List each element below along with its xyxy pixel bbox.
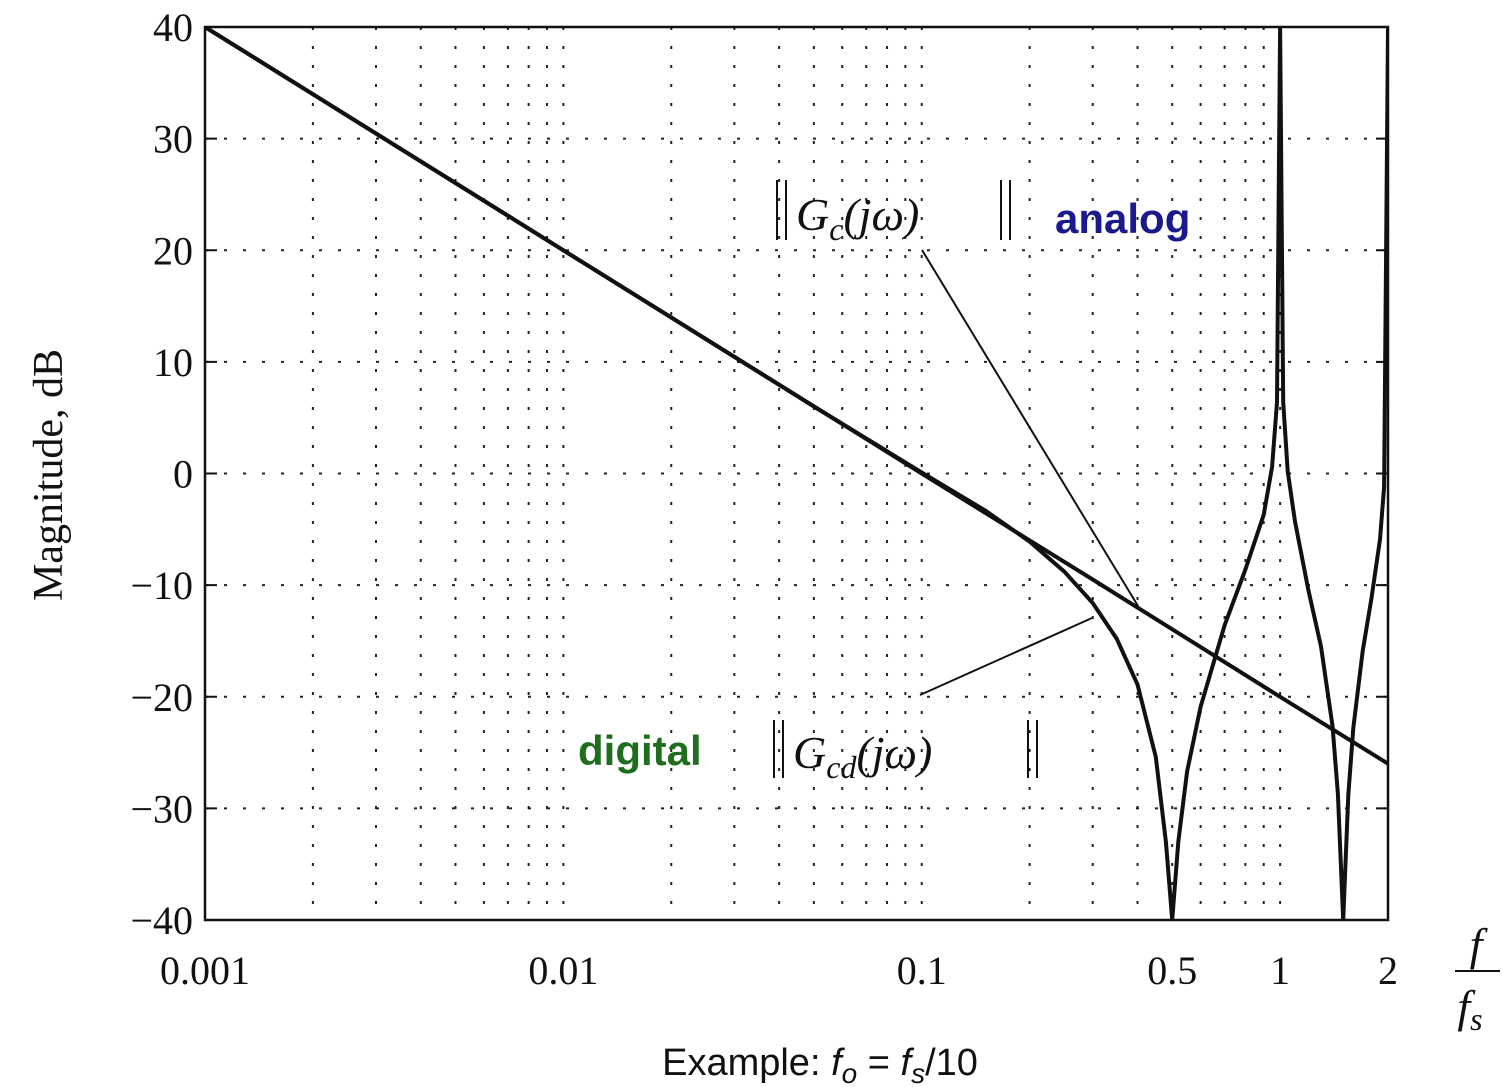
chart-caption: Example: fo = fs/10	[662, 1042, 978, 1087]
x-tick-label: 0.5	[1147, 948, 1197, 993]
y-axis-label: Magnitude, dB	[26, 349, 72, 601]
x-tick-label: 2	[1378, 948, 1398, 993]
y-tick-label: −40	[130, 898, 193, 943]
x-tick-label: 1	[1270, 948, 1290, 993]
digital-expression: Gcd(jω)	[793, 727, 932, 785]
analog-tag: analog	[1055, 195, 1190, 242]
x-axis-label-denominator: fs	[1457, 981, 1482, 1037]
digital-tag: digital	[578, 727, 702, 774]
plot-frame	[203, 25, 1390, 922]
y-tick-label: −30	[130, 786, 193, 831]
analog-expression: Gc(jω)	[796, 189, 919, 247]
y-tick-label: 0	[173, 452, 193, 497]
grid-lines	[205, 26, 1388, 921]
x-tick-label: 0.01	[528, 948, 598, 993]
y-tick-label: 20	[153, 228, 193, 273]
digital-leader-line	[919, 617, 1093, 696]
y-tick-label: 40	[153, 5, 193, 50]
y-tick-label: −10	[130, 563, 193, 608]
annotation-analog: Gc(jω) analog	[776, 180, 1190, 607]
digital-curve	[205, 27, 1388, 920]
x-axis-label-denominator-sub: s	[1470, 1001, 1482, 1037]
curves	[205, 27, 1388, 920]
x-axis-label: f fs	[1455, 919, 1500, 1037]
y-tick-label: −20	[130, 675, 193, 720]
y-tick-labels: 40 30 20 10 0 −10 −20 −30 −40	[130, 5, 193, 943]
x-tick-label: 0.001	[160, 948, 250, 993]
y-tick-label: 30	[153, 117, 193, 162]
annotation-digital: digital Gcd(jω)	[578, 617, 1093, 785]
x-tick-label: 0.1	[897, 948, 947, 993]
y-tick-label: 10	[153, 340, 193, 385]
x-tick-labels: 0.001 0.01 0.1 0.5 1 2	[160, 948, 1398, 993]
x-axis-label-numerator: f	[1470, 919, 1489, 970]
analog-leader-line	[921, 249, 1139, 607]
